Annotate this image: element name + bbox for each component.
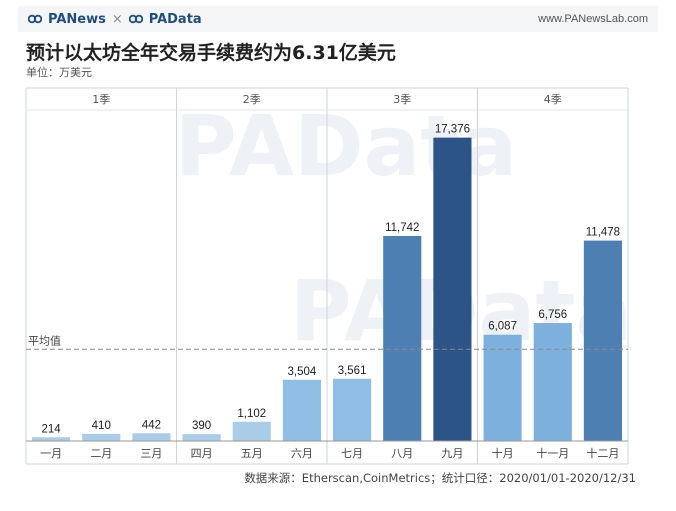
category-label: 十一月: [536, 446, 569, 460]
source-note: 数据来源：Etherscan,CoinMetrics；统计口径：2020/01/…: [244, 471, 636, 485]
brand-padata: PAData: [148, 11, 202, 27]
quarter-label: 4季: [544, 93, 562, 106]
bar-value-label: 17,376: [435, 124, 470, 136]
bar-value-label: 214: [41, 423, 61, 435]
category-label: 八月: [391, 447, 413, 460]
brand-logos: PANews × PAData: [28, 12, 202, 27]
category-label: 六月: [291, 447, 313, 460]
brand-panews: PANews: [48, 11, 106, 27]
category-label: 五月: [241, 447, 263, 460]
category-label: 十二月: [586, 446, 619, 460]
bar-11: [533, 323, 572, 441]
bar-value-label: 1,102: [237, 408, 266, 420]
bar-value-label: 11,478: [586, 227, 620, 239]
category-label: 一月: [40, 447, 62, 460]
category-label: 七月: [341, 447, 363, 460]
quarter-label: 2季: [243, 93, 261, 106]
bar-1: [32, 437, 71, 441]
category-label: 二月: [90, 447, 112, 460]
bar-12: [583, 240, 622, 441]
brand-separator: ×: [111, 11, 123, 27]
panews-logo-icon: [28, 14, 42, 24]
bar-3: [132, 433, 171, 441]
bar-value-label: 3,504: [288, 366, 317, 378]
header-bar: PANews × PAData www.PANewsLab.com: [18, 6, 658, 32]
bar-value-label: 442: [142, 419, 161, 431]
site-url: www.PANewsLab.com: [538, 13, 648, 25]
quarter-label: 3季: [393, 93, 411, 106]
category-label: 十月: [492, 446, 514, 460]
unit-label: 单位：万美元: [26, 66, 92, 79]
bar-2: [82, 433, 121, 441]
bar-value-label: 3,561: [338, 365, 367, 377]
bar-value-label: 6,756: [538, 309, 567, 321]
bar-value-label: 410: [92, 420, 111, 432]
chart-title: 预计以太坊全年交易手续费约为6.31亿美元: [26, 42, 396, 64]
category-label: 四月: [191, 447, 213, 460]
bar-value-label: 11,742: [385, 222, 419, 234]
bar-4: [182, 434, 221, 441]
category-label: 三月: [140, 447, 162, 460]
bar-8: [383, 235, 422, 441]
bar-6: [282, 379, 321, 441]
bar-10: [483, 334, 522, 441]
average-label: 平均值: [28, 334, 61, 347]
quarter-label: 1季: [92, 93, 110, 106]
padata-logo-icon: [128, 14, 143, 24]
bar-value-label: 6,087: [488, 321, 517, 333]
bar-7: [333, 378, 372, 441]
bar-9: [433, 137, 472, 441]
bar-5: [232, 421, 271, 441]
category-label: 九月: [441, 447, 463, 460]
bar-value-label: 390: [192, 420, 211, 432]
